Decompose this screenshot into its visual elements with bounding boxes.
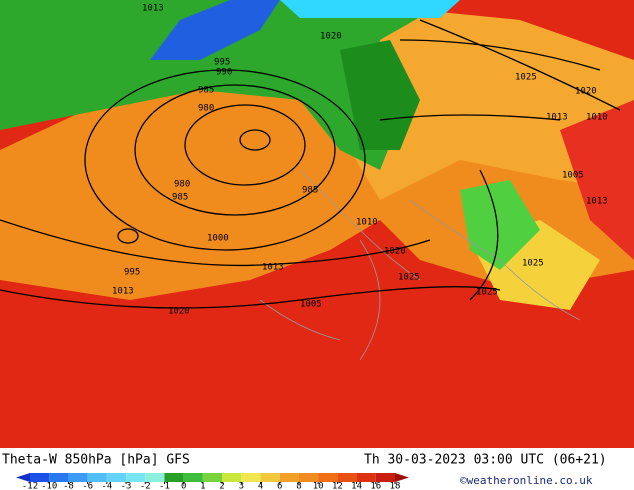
colorbar-swatch <box>106 473 127 482</box>
colorbar-label: 3 <box>239 482 244 490</box>
colorbar-swatch <box>183 473 203 482</box>
colorbar-swatch <box>87 473 107 482</box>
isobar-label: 985 <box>198 86 214 96</box>
colorbar-swatch <box>318 473 338 482</box>
isobar-label: 1020 <box>168 307 190 317</box>
colorbar-label: 18 <box>390 482 401 490</box>
isobar-label: 1025 <box>476 288 498 298</box>
map-title: Theta-W 850hPa [hPa] GFS <box>2 453 190 468</box>
colorbar-swatch <box>260 473 280 482</box>
isobar <box>184 104 306 186</box>
colorbar-swatch <box>202 473 223 482</box>
colorbar-label: 8 <box>296 482 301 490</box>
colorbar-label: -8 <box>63 482 74 490</box>
colorbar-swatch <box>375 473 395 482</box>
colorbar-swatch <box>68 473 88 482</box>
colorbar-label: 16 <box>370 482 381 490</box>
colorbar-label: 6 <box>277 482 282 490</box>
colorbar-label: -2 <box>140 482 151 490</box>
isobar <box>117 228 139 244</box>
colorbar-swatch <box>222 473 242 482</box>
isobar-label: 1013 <box>262 263 284 273</box>
colorbar-swatch <box>30 473 50 482</box>
colorbar-label: 1 <box>200 482 205 490</box>
isobar-label: 980 <box>198 104 214 114</box>
colorbar: -12 -10 -8 -6 -4 -3 -2 -1 0 1 2 3 4 6 8 10 12 14 16 18 <box>16 473 409 490</box>
isobar-label: 1013 <box>586 197 608 207</box>
isobar-label: 1000 <box>207 234 229 244</box>
coastline <box>259 169 581 361</box>
colorbar-label: 10 <box>313 482 324 490</box>
isobar-label: 985 <box>302 186 318 196</box>
colorbar-label: -10 <box>41 482 57 490</box>
isobar-label: 985 <box>172 193 188 203</box>
isobar-label: 1020 <box>320 32 342 42</box>
mild-zone <box>350 10 634 200</box>
isobar <box>84 69 366 251</box>
colorbar-label: -4 <box>101 482 112 490</box>
isobar-label: 1013 <box>112 287 134 297</box>
isobar-label: 1005 <box>300 300 322 310</box>
colorbar-label: -6 <box>82 482 93 490</box>
isobar-label: 1010 <box>586 113 608 123</box>
colorbar-arrow <box>395 473 409 482</box>
colorbar-label: 4 <box>258 482 263 490</box>
cold-zone <box>150 0 280 60</box>
cold-strip <box>280 0 460 18</box>
colorbar-label: 2 <box>219 482 224 490</box>
colorbar-label: 14 <box>351 482 362 490</box>
credit: ©weatheronline.co.uk <box>460 474 593 487</box>
colorbar-swatch <box>126 473 146 482</box>
isobar-label: 1025 <box>522 259 544 269</box>
colorbar-swatch <box>337 473 357 482</box>
isobar-label: 1013 <box>142 4 164 14</box>
isobar-label: 1020 <box>575 87 597 97</box>
valid-time: Th 30-03-2023 03:00 UTC (06+21) <box>364 453 607 468</box>
isobar <box>0 19 621 309</box>
colorbar-swatch <box>145 473 165 482</box>
colorbar-swatch <box>356 473 376 482</box>
isobar <box>134 84 336 216</box>
colorbar-label: 12 <box>332 482 343 490</box>
cooler-zone <box>340 40 420 150</box>
isobar-label: 1013 <box>546 113 568 123</box>
isobar-label: 995 <box>214 58 230 68</box>
colorbar-swatch <box>241 473 261 482</box>
isobar-label: 990 <box>216 68 232 78</box>
colorbar-swatch <box>298 473 319 482</box>
colorbar-label: -12 <box>22 482 38 490</box>
colorbar-label: 0 <box>181 482 186 490</box>
isobar-label: 1010 <box>356 218 378 228</box>
isobar-label: 980 <box>174 180 190 190</box>
colorbar-swatch <box>279 473 299 482</box>
isobar-label: 1020 <box>384 247 406 257</box>
isobar-label: 1025 <box>398 273 420 283</box>
colorbar-swatch <box>164 473 184 482</box>
colorbar-label: -1 <box>159 482 170 490</box>
colorbar-arrow <box>16 473 30 482</box>
isobar-label: 995 <box>124 268 140 278</box>
isobar-label: 1025 <box>515 73 537 83</box>
isobar-label: 1005 <box>562 171 584 181</box>
colorbar-label: -3 <box>121 482 132 490</box>
map: 1013 1020 995 990 985 980 985 980 985 99… <box>0 0 634 448</box>
isobar <box>239 129 271 151</box>
warm-east <box>560 100 634 260</box>
colorbar-swatch <box>49 473 69 482</box>
